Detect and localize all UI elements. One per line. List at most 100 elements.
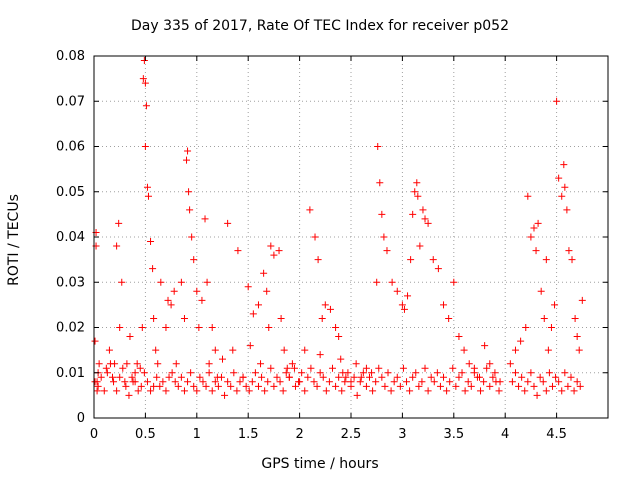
data-point	[527, 233, 535, 241]
data-point	[540, 314, 548, 322]
data-point	[95, 360, 103, 368]
data-point	[198, 296, 206, 304]
data-point	[506, 360, 514, 368]
data-point	[301, 346, 309, 354]
data-point	[234, 247, 242, 255]
data-point	[328, 364, 336, 372]
data-point	[552, 373, 560, 381]
data-point	[458, 369, 466, 377]
data-point	[376, 179, 384, 187]
data-point	[267, 242, 275, 250]
data-point	[362, 382, 370, 390]
data-point	[381, 382, 389, 390]
data-point	[481, 342, 489, 350]
data-point	[126, 333, 134, 341]
data-point	[359, 369, 367, 377]
data-point	[553, 97, 561, 105]
data-point	[202, 382, 210, 390]
data-point	[141, 143, 149, 150]
data-point	[195, 324, 203, 331]
y-tick-label: 0.03	[56, 275, 85, 290]
data-point	[325, 378, 333, 386]
data-point	[174, 382, 182, 390]
y-tick-label: 0.02	[56, 321, 85, 336]
data-point	[350, 373, 358, 381]
data-point	[118, 278, 126, 286]
data-point	[338, 387, 346, 395]
data-point	[561, 369, 569, 377]
data-point	[452, 382, 460, 390]
data-point	[464, 378, 472, 386]
data-point	[162, 324, 170, 331]
data-point	[409, 373, 417, 381]
data-point	[184, 147, 192, 155]
data-point	[258, 373, 266, 381]
data-point	[288, 360, 296, 368]
data-point	[316, 351, 324, 359]
data-point	[304, 373, 312, 381]
data-point	[388, 278, 396, 286]
data-point	[152, 346, 160, 354]
data-point	[373, 278, 381, 286]
y-tick-label: 0.05	[56, 185, 85, 200]
data-point	[341, 378, 349, 386]
data-point	[141, 79, 149, 87]
data-point	[353, 391, 361, 399]
data-point	[480, 378, 488, 386]
chart-title: Day 335 of 2017, Rate Of TEC Index for r…	[131, 18, 509, 34]
data-point	[91, 378, 99, 386]
data-point	[568, 256, 576, 264]
data-point	[347, 382, 355, 390]
data-point	[116, 373, 124, 381]
data-point	[424, 219, 432, 227]
data-point	[211, 378, 219, 386]
data-point	[183, 156, 191, 164]
data-point	[190, 256, 198, 264]
x-tick-label: 3	[398, 427, 406, 442]
data-point	[450, 278, 458, 286]
data-point	[201, 215, 209, 223]
data-point	[570, 387, 578, 395]
data-point	[539, 378, 547, 386]
data-point	[144, 192, 152, 200]
data-point	[193, 287, 201, 295]
data-point	[440, 301, 448, 309]
data-point	[150, 382, 158, 390]
data-point	[322, 387, 330, 395]
data-point	[261, 387, 269, 395]
data-point	[332, 382, 340, 390]
data-point	[511, 346, 519, 354]
data-point	[275, 247, 283, 255]
data-point	[109, 373, 117, 381]
data-point	[224, 219, 232, 227]
data-point	[94, 382, 102, 390]
data-point	[205, 360, 213, 368]
data-point	[143, 378, 151, 386]
data-point	[429, 256, 437, 264]
data-point	[277, 314, 285, 322]
data-point	[460, 346, 468, 354]
data-point	[185, 188, 193, 196]
data-point	[575, 346, 583, 354]
data-point	[486, 360, 494, 368]
data-point	[495, 387, 503, 395]
data-point	[412, 369, 420, 377]
data-point	[290, 364, 298, 372]
data-point	[149, 265, 157, 273]
data-point	[177, 373, 185, 381]
x-tick-label: 2	[295, 427, 303, 442]
x-tick-label: 4	[501, 427, 509, 442]
data-point	[171, 378, 179, 386]
data-point	[563, 206, 571, 214]
data-point	[270, 382, 278, 390]
data-point	[102, 364, 110, 372]
data-point	[251, 369, 259, 377]
data-point	[167, 301, 175, 309]
data-point	[134, 387, 142, 395]
data-point	[415, 382, 423, 390]
data-point	[229, 346, 237, 354]
data-point	[138, 324, 146, 331]
data-point	[558, 387, 566, 395]
data-point	[576, 382, 584, 390]
